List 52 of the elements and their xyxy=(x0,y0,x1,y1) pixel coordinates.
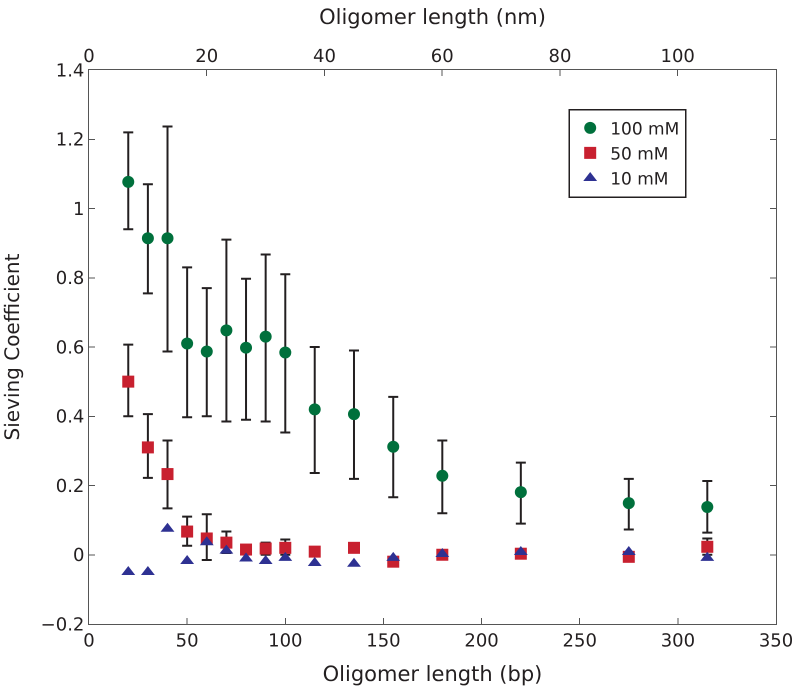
x-axis-title: Oligomer length (bp) xyxy=(322,662,542,686)
x2-tick-label: 60 xyxy=(430,46,454,67)
point xyxy=(122,376,134,388)
x2-tick-label: 100 xyxy=(660,46,695,67)
x2-tick-label: 80 xyxy=(548,46,572,67)
point xyxy=(220,536,232,549)
legend-label: 10 mM xyxy=(610,170,668,190)
point xyxy=(387,440,400,453)
x-tick-label: 150 xyxy=(366,630,401,652)
x-tick-label: 300 xyxy=(660,630,696,652)
point xyxy=(622,497,635,510)
point xyxy=(701,500,714,513)
x2-axis-title: Oligomer length (nm) xyxy=(319,4,546,29)
point xyxy=(279,346,292,359)
y-tick-label: 0.2 xyxy=(56,476,84,497)
point xyxy=(436,470,448,482)
y-tick-label: −0.2 xyxy=(40,614,84,636)
x-tick-label: 250 xyxy=(562,630,597,652)
point xyxy=(514,486,527,498)
x-tick-label: 200 xyxy=(464,630,499,652)
y-tick-label: 1.4 xyxy=(56,60,84,82)
y-tick-label: 1.2 xyxy=(56,130,84,151)
x-tick-label: 350 xyxy=(758,630,794,652)
point xyxy=(260,330,272,343)
point xyxy=(181,526,194,538)
x2-tick-label: 40 xyxy=(313,46,336,67)
point xyxy=(348,542,360,554)
x-tick-label: 100 xyxy=(268,630,302,652)
y-tick-label: 0.8 xyxy=(56,268,84,290)
point xyxy=(122,176,134,188)
legend-label: 50 mM xyxy=(610,144,668,165)
x-tick-label: 50 xyxy=(176,630,199,652)
y-axis-title: Sieving Coefficient xyxy=(0,253,24,440)
x2-tick-label: 20 xyxy=(195,46,218,67)
point xyxy=(279,542,292,554)
y-tick-label: 0.4 xyxy=(56,406,84,428)
point xyxy=(308,403,321,416)
point xyxy=(142,441,154,454)
point xyxy=(181,338,194,350)
y-tick-label: 1 xyxy=(72,198,84,220)
point xyxy=(308,546,321,558)
legend-label: 100 mM xyxy=(610,119,680,140)
y-tick-label: 0 xyxy=(72,545,84,566)
point xyxy=(348,408,360,420)
point xyxy=(142,232,154,244)
point xyxy=(240,544,252,556)
point xyxy=(220,324,232,336)
y-tick-label: 0.6 xyxy=(56,337,84,358)
point xyxy=(200,346,213,358)
point xyxy=(162,232,174,244)
point xyxy=(162,468,174,480)
point xyxy=(240,342,252,354)
